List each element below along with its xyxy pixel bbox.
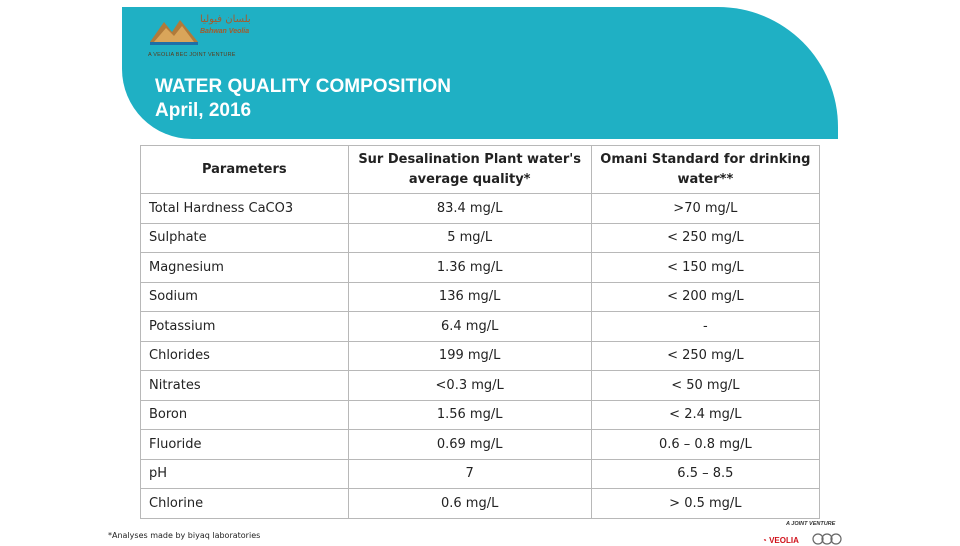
company-logo: بلسان فيوليا Bahwan Veolia A VEOLIA BEC … xyxy=(148,12,278,64)
joint-venture-label: A JOINT VENTURE xyxy=(786,521,836,527)
header-banner xyxy=(122,7,838,139)
footnote: *Analyses made by biyaq laboratories xyxy=(108,531,261,540)
parameter-cell: pH xyxy=(140,458,349,489)
parameter-cell: Total Hardness CaCO3 xyxy=(140,193,349,224)
page-title: WATER QUALITY COMPOSITION xyxy=(155,76,451,97)
standard-value-cell: < 250 mg/L xyxy=(590,222,821,253)
page-subtitle: April, 2016 xyxy=(155,100,252,121)
parameter-cell: Chlorides xyxy=(140,340,349,371)
parameter-cell: Nitrates xyxy=(140,370,349,401)
plant-value-cell: 6.4 mg/L xyxy=(347,311,592,342)
parameter-cell: Magnesium xyxy=(140,252,349,283)
water-quality-table: Parameters Sur Desalination Plant water'… xyxy=(140,145,821,519)
table-header-row: Parameters Sur Desalination Plant water'… xyxy=(140,145,821,194)
standard-value-cell: - xyxy=(590,311,821,342)
standard-value-cell: < 50 mg/L xyxy=(590,370,821,401)
plant-value-cell: 0.6 mg/L xyxy=(347,488,592,519)
standard-value-cell: > 0.5 mg/L xyxy=(590,488,821,519)
plant-value-cell: 199 mg/L xyxy=(347,340,592,371)
parameter-cell: Sulphate xyxy=(140,222,349,253)
partner-logo-icon xyxy=(812,533,842,545)
column-header-plant-quality: Sur Desalination Plant water's average q… xyxy=(347,145,592,194)
veolia-logo-icon: ◔ xyxy=(762,536,767,545)
table-row: Potassium 6.4 mg/L - xyxy=(140,311,821,342)
table-row: Chlorine 0.6 mg/L > 0.5 mg/L xyxy=(140,488,821,519)
plant-value-cell: 1.56 mg/L xyxy=(347,399,592,430)
logo-name-text: Bahwan Veolia xyxy=(200,28,250,35)
parameter-cell: Fluoride xyxy=(140,429,349,460)
table-row: Total Hardness CaCO3 83.4 mg/L >70 mg/L xyxy=(140,193,821,224)
table-row: Chlorides 199 mg/L < 250 mg/L xyxy=(140,340,821,371)
parameter-cell: Potassium xyxy=(140,311,349,342)
logo-mountain-icon xyxy=(150,20,198,45)
standard-value-cell: < 200 mg/L xyxy=(590,281,821,312)
logo-arabic-text: بلسان فيوليا xyxy=(200,14,251,25)
parameter-cell: Chlorine xyxy=(140,488,349,519)
standard-value-cell: < 150 mg/L xyxy=(590,252,821,283)
logo-tagline: A VEOLIA BEC JOINT VENTURE xyxy=(148,52,236,58)
veolia-logo-text: VEOLIA xyxy=(769,536,799,545)
parameter-cell: Boron xyxy=(140,399,349,430)
column-header-parameters: Parameters xyxy=(140,145,349,194)
standard-value-cell: < 2.4 mg/L xyxy=(590,399,821,430)
veolia-logo: ◔ VEOLIA xyxy=(762,536,799,545)
standard-value-cell: 6.5 – 8.5 xyxy=(590,458,821,489)
plant-value-cell: 0.69 mg/L xyxy=(347,429,592,460)
parameter-cell: Sodium xyxy=(140,281,349,312)
plant-value-cell: 5 mg/L xyxy=(347,222,592,253)
plant-value-cell: 7 xyxy=(347,458,592,489)
standard-value-cell: >70 mg/L xyxy=(590,193,821,224)
plant-value-cell: 136 mg/L xyxy=(347,281,592,312)
table-row: Sulphate 5 mg/L < 250 mg/L xyxy=(140,222,821,253)
plant-value-cell: 1.36 mg/L xyxy=(347,252,592,283)
table-row: Magnesium 1.36 mg/L < 150 mg/L xyxy=(140,252,821,283)
table-row: Nitrates <0.3 mg/L < 50 mg/L xyxy=(140,370,821,401)
table-row: Boron 1.56 mg/L < 2.4 mg/L xyxy=(140,399,821,430)
plant-value-cell: 83.4 mg/L xyxy=(347,193,592,224)
table-row: Fluoride 0.69 mg/L 0.6 – 0.8 mg/L xyxy=(140,429,821,460)
column-header-omani-standard: Omani Standard for drinking water** xyxy=(590,145,821,194)
table-row: pH 7 6.5 – 8.5 xyxy=(140,458,821,489)
standard-value-cell: 0.6 – 0.8 mg/L xyxy=(590,429,821,460)
standard-value-cell: < 250 mg/L xyxy=(590,340,821,371)
table-row: Sodium 136 mg/L < 200 mg/L xyxy=(140,281,821,312)
plant-value-cell: <0.3 mg/L xyxy=(347,370,592,401)
